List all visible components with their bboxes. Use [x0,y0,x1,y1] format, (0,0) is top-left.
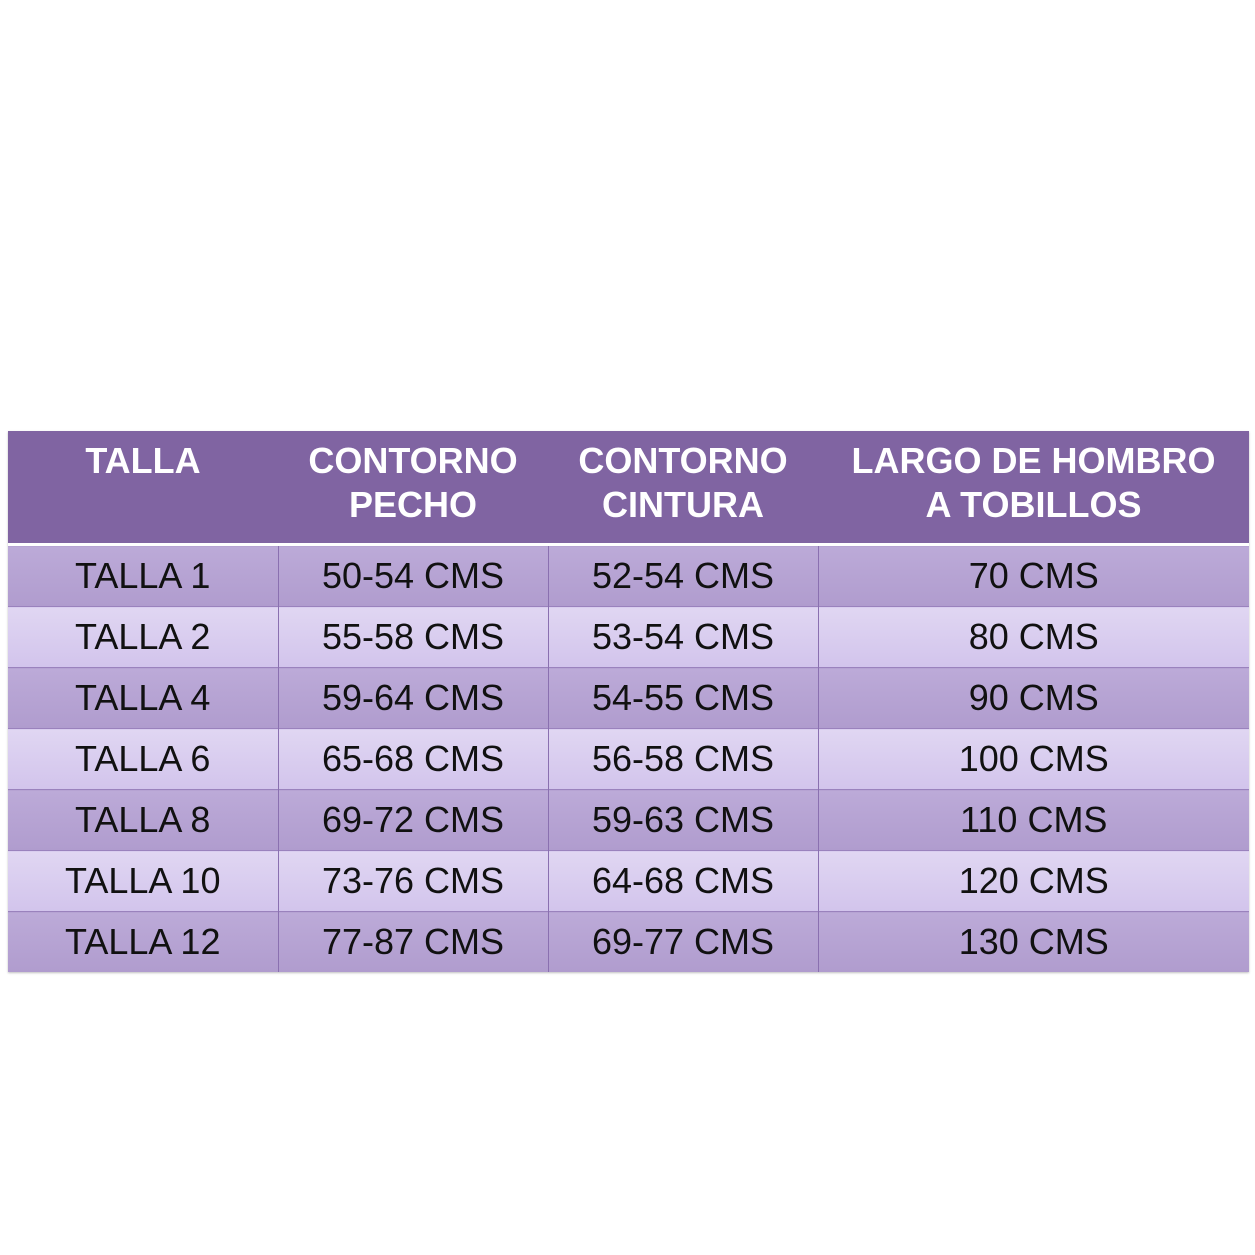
table-cell: 110 CMS [818,789,1249,851]
table-cell: 59-64 CMS [278,667,549,729]
column-header-line: TALLA [85,440,201,481]
table-cell: 100 CMS [818,728,1249,790]
column-header: CONTORNO PECHO [278,431,548,546]
table-cell: 55-58 CMS [278,606,549,668]
table-cell: TALLA 10 [8,850,279,912]
table-cell: 50-54 CMS [278,544,549,607]
table-cell: TALLA 12 [8,911,279,972]
table-cell: 54-55 CMS [548,667,819,729]
table-row: TALLA 8 69-72 CMS 59-63 CMS 110 CMS [8,789,1249,851]
table-cell: 53-54 CMS [548,606,819,668]
table-row: TALLA 12 77-87 CMS 69-77 CMS 130 CMS [8,911,1249,972]
table-cell: TALLA 1 [8,544,279,607]
table-cell: 56-58 CMS [548,728,819,790]
table-cell: 69-72 CMS [278,789,549,851]
column-header-line: PECHO [348,484,478,525]
column-header-line: LARGO DE HOMBRO [851,440,1216,481]
table-cell: TALLA 4 [8,667,279,729]
table-cell: 52-54 CMS [548,544,819,607]
table-cell: 70 CMS [818,544,1249,607]
size-chart-table: TALLA CONTORNO PECHO CONTORNO CINTURA LARGO D… [8,431,1249,972]
table-cell: TALLA 6 [8,728,279,790]
table-row: TALLA 4 59-64 CMS 54-55 CMS 90 CMS [8,667,1249,729]
table-row: TALLA 1 50-54 CMS 52-54 CMS 70 CMS [8,544,1249,607]
table-cell: 130 CMS [818,911,1249,972]
table-row: TALLA 10 73-76 CMS 64-68 CMS 120 CMS [8,850,1249,912]
table-cell: 80 CMS [818,606,1249,668]
column-header-line: CINTURA [602,484,764,525]
column-header-line: CONTORNO [578,440,788,481]
table-cell: TALLA 2 [8,606,279,668]
table-cell: TALLA 8 [8,789,279,851]
table-cell: 90 CMS [818,667,1249,729]
table-cell: 64-68 CMS [548,850,819,912]
table-cell: 77-87 CMS [278,911,549,972]
header-row: TALLA CONTORNO PECHO CONTORNO CINTURA LARGO D… [8,431,1249,546]
column-header-line: CONTORNO [308,440,518,481]
column-header: LARGO DE HOMBRO A TOBILLOS [818,431,1249,546]
table-cell: 69-77 CMS [548,911,819,972]
table-cell: 59-63 CMS [548,789,819,851]
table-body: TALLA 1 50-54 CMS 52-54 CMS 70 CMS TALLA 2 55… [8,544,1249,972]
table-cell: 65-68 CMS [278,728,549,790]
column-header-line: A TOBILLOS [925,484,1142,525]
column-header: TALLA [8,431,278,546]
table-row: TALLA 6 65-68 CMS 56-58 CMS 100 CMS [8,728,1249,790]
table-cell: 120 CMS [818,850,1249,912]
column-header: CONTORNO CINTURA [548,431,818,546]
table-cell: 73-76 CMS [278,850,549,912]
table-row: TALLA 2 55-58 CMS 53-54 CMS 80 CMS [8,606,1249,668]
